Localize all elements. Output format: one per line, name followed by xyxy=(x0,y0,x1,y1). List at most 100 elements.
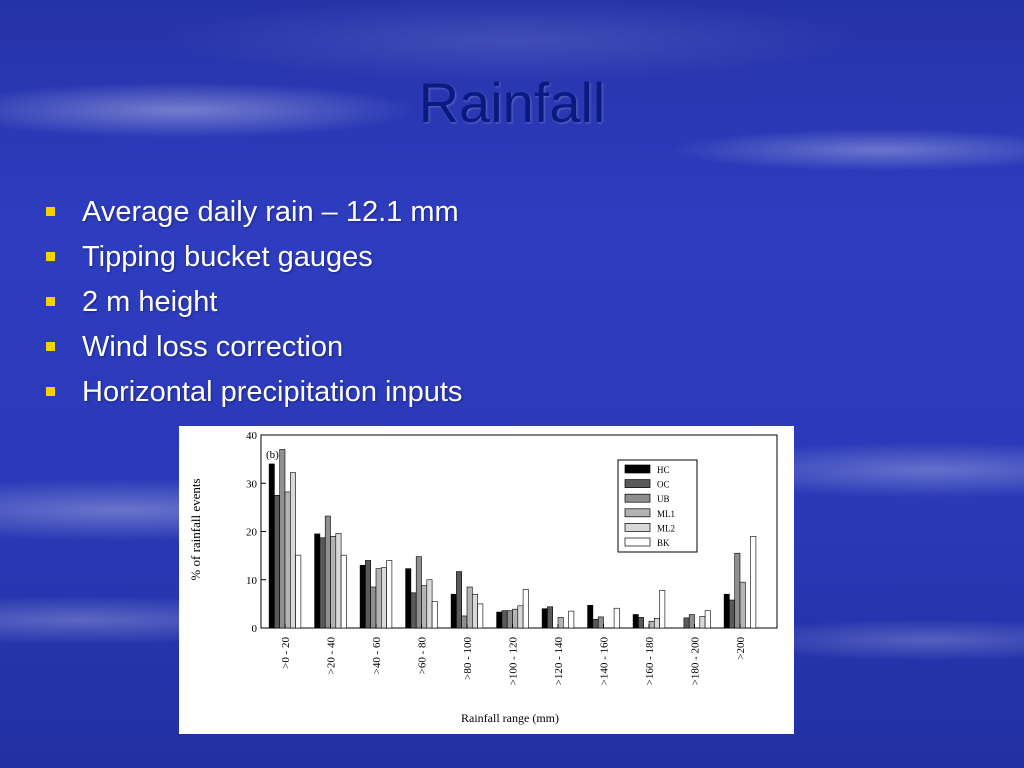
legend-box xyxy=(617,459,698,553)
chart-svg: 0 10 20 30 40 % of rainfall events (b) >0 - 20 >… xyxy=(188,430,778,725)
bar-oc-2 xyxy=(319,537,326,629)
y-axis-label: % of rainfall events xyxy=(188,478,203,580)
bar-hc-6 xyxy=(496,611,503,629)
bar-oc-10 xyxy=(683,617,690,629)
bar-hc-2 xyxy=(314,533,321,629)
x-tick-label: >160 - 180 xyxy=(644,637,656,686)
bullet-text: Wind loss correction xyxy=(82,331,344,363)
legend-label-ml2: ML2 xyxy=(657,523,675,533)
bar-ml2-4 xyxy=(426,579,433,629)
square-bullet-icon xyxy=(46,387,55,396)
bullet-item: Wind loss correction xyxy=(40,325,462,370)
legend-swatch-bk xyxy=(624,537,651,547)
bar-hc-9 xyxy=(632,614,639,629)
legend-swatch-oc xyxy=(624,479,651,488)
legend-label-oc: OC xyxy=(657,480,670,490)
x-tick-label: >20 - 40 xyxy=(326,637,338,675)
bar-bk-7 xyxy=(568,610,575,629)
bar-ub-8 xyxy=(597,616,604,629)
x-tick-label: >140 - 160 xyxy=(599,637,611,686)
slide-title: Rainfall xyxy=(418,71,606,134)
x-axis-label: Rainfall range (mm) xyxy=(461,711,559,725)
bullet-text: 2 m height xyxy=(82,286,218,318)
bar-bk-9 xyxy=(659,590,666,629)
bar-oc-8 xyxy=(592,619,599,629)
bar-ml1-5 xyxy=(466,586,473,629)
y-tick-label: 30 xyxy=(246,478,258,490)
bar-hc-7 xyxy=(541,608,548,629)
bar-bk-2 xyxy=(340,554,347,629)
bar-bk-6 xyxy=(522,589,529,629)
bar-hc-3 xyxy=(359,564,366,629)
bar-ml1-9 xyxy=(648,620,655,629)
bar-oc-1 xyxy=(274,495,281,629)
bar-oc-6 xyxy=(501,610,508,629)
bullet-item: 2 m height xyxy=(40,280,462,325)
bullet-item: Horizontal precipitation inputs xyxy=(40,370,462,415)
bar-bk-11 xyxy=(750,536,757,629)
bar-ub-2 xyxy=(324,515,331,629)
bar-ml2-5 xyxy=(471,593,478,629)
legend-swatch-ml1 xyxy=(624,508,651,518)
y-tick-label: 10 xyxy=(246,575,258,587)
square-bullet-icon xyxy=(46,297,55,306)
rainfall-chart: 0 10 20 30 40 % of rainfall events (b) >0 - 20 >… xyxy=(179,426,794,734)
bar-bk-1 xyxy=(295,554,302,629)
x-tick-label: >60 - 80 xyxy=(417,637,429,675)
legend-label-ub: UB xyxy=(657,494,670,504)
bar-oc-7 xyxy=(547,606,553,629)
legend-label-ml1: ML1 xyxy=(657,509,675,519)
bar-oc-9 xyxy=(638,617,644,629)
bar-ml1-1 xyxy=(284,491,291,629)
x-tick-label: >40 - 60 xyxy=(371,637,383,675)
bar-hc-1 xyxy=(268,463,275,629)
bullet-list: Average daily rain – 12.1 mm Tipping buc… xyxy=(40,190,462,415)
x-tick-label: >200 xyxy=(735,637,747,660)
legend-swatch-ml2 xyxy=(624,523,651,532)
bar-ml1-4 xyxy=(421,585,428,629)
bar-oc-5 xyxy=(456,571,462,629)
bar-oc-3 xyxy=(365,560,371,629)
bar-ml1-2 xyxy=(330,536,337,629)
y-tick-label: 20 xyxy=(246,527,258,539)
square-bullet-icon xyxy=(46,252,55,261)
x-tick-label: >0 - 20 xyxy=(280,637,292,669)
bar-bk-5 xyxy=(477,603,484,629)
bar-ub-1 xyxy=(279,449,286,629)
bullet-text: Tipping bucket gauges xyxy=(82,241,373,273)
bar-oc-4 xyxy=(410,592,417,629)
bar-ml2-1 xyxy=(290,472,296,629)
bar-hc-5 xyxy=(450,593,457,629)
bullet-text: Horizontal precipitation inputs xyxy=(82,376,463,408)
bar-ml2-3 xyxy=(381,567,387,629)
x-tick-label: >80 - 100 xyxy=(462,637,474,680)
bullet-item: Tipping bucket gauges xyxy=(40,235,462,280)
bullet-text: Average daily rain – 12.1 mm xyxy=(82,196,459,228)
bar-ub-3 xyxy=(370,586,377,629)
legend-label-bk: BK xyxy=(657,538,670,548)
bullet-item: Average daily rain – 12.1 mm xyxy=(40,190,462,235)
bar-ub-11 xyxy=(734,552,741,629)
legend-swatch-ub xyxy=(624,493,651,503)
bar-ub-5 xyxy=(461,615,468,629)
bar-ml1-11 xyxy=(739,581,746,629)
bar-bk-8 xyxy=(613,607,620,629)
bar-ub-4 xyxy=(415,556,422,629)
x-tick-label: >120 - 140 xyxy=(553,637,565,686)
bar-hc-8 xyxy=(587,605,594,629)
bar-bk-4 xyxy=(431,601,438,629)
bar-ml1-6 xyxy=(512,608,519,629)
square-bullet-icon xyxy=(46,342,55,351)
square-bullet-icon xyxy=(46,207,55,216)
y-tick-label: 40 xyxy=(246,430,258,442)
bar-ml2-6 xyxy=(517,605,524,629)
y-tick-label: 0 xyxy=(252,623,258,635)
bar-ml1-3 xyxy=(375,568,382,629)
panel-label: (b) xyxy=(266,449,279,461)
x-tick-label: >180 - 200 xyxy=(690,637,702,686)
bar-ml2-10 xyxy=(699,616,706,629)
bar-ml1-7 xyxy=(557,617,564,629)
bar-hc-11 xyxy=(723,593,730,629)
bar-ml2-2 xyxy=(335,533,342,629)
bar-bk-3 xyxy=(386,560,393,629)
